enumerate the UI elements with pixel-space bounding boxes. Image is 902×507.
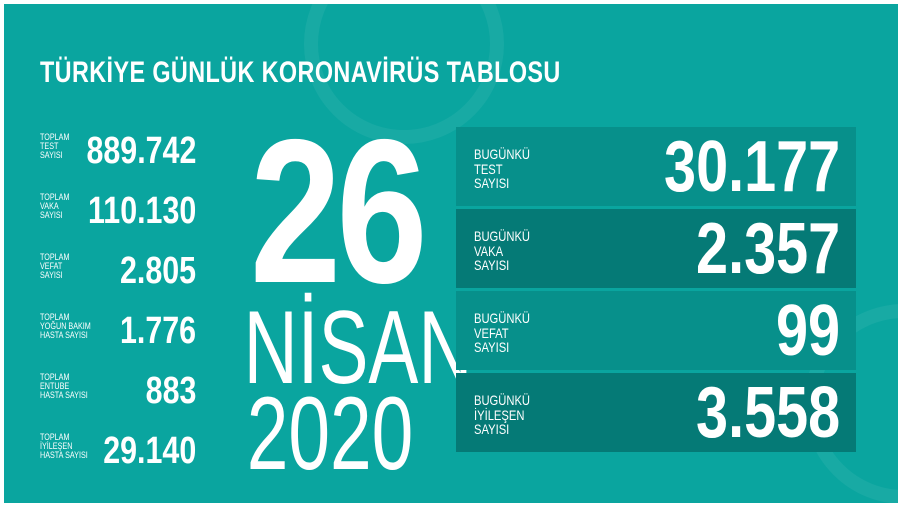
today-deaths: BUGÜNKÜ VEFAT SAYISI 99	[456, 291, 856, 370]
today-label: BUGÜNKÜ İYİLEŞEN SAYISI	[474, 392, 531, 437]
infographic: TÜRKİYE GÜNLÜK KORONAVİRÜS TABLOSU TOPLA…	[4, 4, 898, 503]
total-label: TOPLAM YOĞUN BAKIM HASTA SAYISI	[40, 312, 91, 340]
today-test: BUGÜNKÜ TEST SAYISI 30.177	[456, 127, 856, 206]
total-value: 889.742	[86, 130, 196, 172]
total-label: TOPLAM VEFAT SAYISI	[40, 252, 70, 280]
total-icu: TOPLAM YOĞUN BAKIM HASTA SAYISI 1.776	[40, 309, 196, 353]
today-label: BUGÜNKÜ VAKA SAYISI	[474, 228, 531, 273]
total-test: TOPLAM TEST SAYISI 889.742	[40, 129, 196, 173]
total-cases: TOPLAM VAKA SAYISI 110.130	[40, 189, 196, 233]
date-year: 2020	[246, 376, 414, 492]
today-cases: BUGÜNKÜ VAKA SAYISI 2.357	[456, 209, 856, 288]
today-value: 3.558	[695, 373, 840, 453]
page-title: TÜRKİYE GÜNLÜK KORONAVİRÜS TABLOSU	[40, 56, 561, 89]
date-month: NİSAN	[243, 290, 473, 406]
total-recovered: TOPLAM İYİLEŞEN HASTA SAYISI 29.140	[40, 429, 196, 473]
total-value: 1.776	[119, 310, 196, 352]
today-value: 2.357	[695, 209, 840, 289]
total-value: 2.805	[119, 250, 196, 292]
date-day: 26	[250, 97, 428, 326]
total-label: TOPLAM VAKA SAYISI	[40, 192, 70, 220]
total-label: TOPLAM TEST SAYISI	[40, 132, 70, 160]
today-value: 30.177	[663, 127, 840, 207]
total-value: 110.130	[87, 190, 196, 232]
today-label: BUGÜNKÜ VEFAT SAYISI	[474, 310, 531, 355]
total-label: TOPLAM ENTUBE HASTA SAYISI	[40, 372, 88, 400]
total-deaths: TOPLAM VEFAT SAYISI 2.805	[40, 249, 196, 293]
today-value: 99	[775, 291, 840, 371]
total-label: TOPLAM İYİLEŞEN HASTA SAYISI	[40, 432, 88, 460]
today-label: BUGÜNKÜ TEST SAYISI	[474, 146, 531, 191]
today-recovered: BUGÜNKÜ İYİLEŞEN SAYISI 3.558	[456, 373, 856, 452]
total-value: 883	[145, 370, 196, 412]
total-value: 29.140	[103, 430, 196, 472]
total-intubated: TOPLAM ENTUBE HASTA SAYISI 883	[40, 369, 196, 413]
